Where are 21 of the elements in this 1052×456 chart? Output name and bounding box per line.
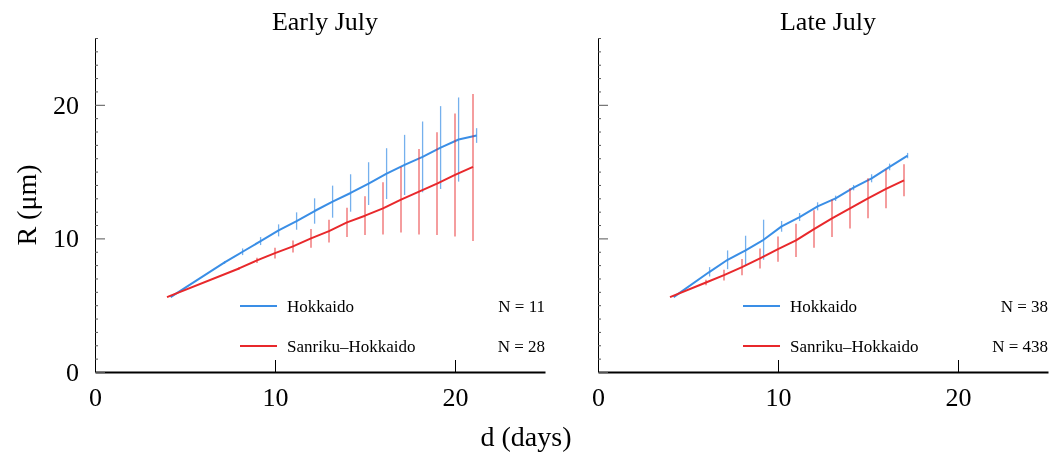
annotation: N = 38 xyxy=(1000,297,1048,316)
annotation: N = 11 xyxy=(498,297,545,316)
y-tick-label: 20 xyxy=(53,90,79,120)
y-tick-label: 10 xyxy=(53,224,79,254)
chart-title: Early July xyxy=(271,7,379,36)
x-tick-label: 20 xyxy=(945,383,972,413)
legend-label: Sanriku–Hokkaido xyxy=(287,337,416,356)
chart-title: Late July xyxy=(779,7,877,36)
legend-label: Hokkaido xyxy=(790,297,858,316)
x-axis-title: d (days) xyxy=(480,421,572,452)
x-tick-label: 10 xyxy=(765,383,792,413)
y-axis-title: R (μm) xyxy=(11,164,42,246)
y-tick-label: 0 xyxy=(66,357,79,387)
annotation: N = 28 xyxy=(497,337,545,356)
x-tick-label: 20 xyxy=(442,383,469,413)
x-tick-label: 0 xyxy=(89,383,102,413)
legend-label: Hokkaido xyxy=(287,297,355,316)
x-tick-label: 0 xyxy=(592,383,605,413)
annotation: N = 438 xyxy=(992,337,1048,356)
legend-label: Sanriku–Hokkaido xyxy=(790,337,919,356)
x-tick-label: 10 xyxy=(262,383,289,413)
